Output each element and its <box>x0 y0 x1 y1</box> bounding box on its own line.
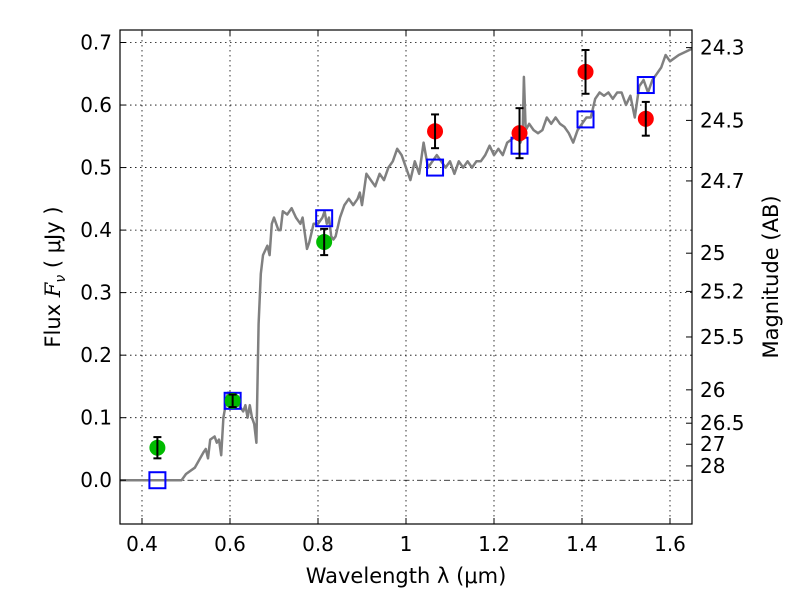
y2-tick-label: 26 <box>700 378 725 402</box>
y-tick-label: 0.0 <box>80 468 112 492</box>
y-tick-label: 0.4 <box>80 218 112 242</box>
y-tick-label: 0.2 <box>80 343 112 367</box>
x-tick-label: 0.8 <box>302 532 334 556</box>
spectrum-line <box>120 47 693 482</box>
x-tick-label: 1.6 <box>654 532 686 556</box>
y-tick-label: 0.1 <box>80 406 112 430</box>
plot-marks <box>120 47 693 490</box>
y-tick-label: 0.5 <box>80 156 112 180</box>
x-tick-label: 1 <box>400 532 413 556</box>
x-axis-label: Wavelength λ (μm) <box>306 564 507 588</box>
y2-tick-label: 28 <box>700 454 725 478</box>
x-tick-label: 1.2 <box>478 532 510 556</box>
y2-axis-label: Magnitude (AB) <box>759 195 783 358</box>
y-tick-label: 0.7 <box>80 31 112 55</box>
model-square-marker <box>315 209 334 228</box>
y2-tick-label: 24.3 <box>700 36 745 60</box>
y2-tick-label: 26.5 <box>700 411 745 435</box>
model-square-marker <box>426 158 445 177</box>
model-square-marker <box>576 110 595 129</box>
model-square-marker <box>636 76 655 95</box>
y2-tick-label: 25 <box>700 241 725 265</box>
y-axis-label: Flux Fν ( μJy ) <box>41 206 69 347</box>
y2-tick-label: 27 <box>700 432 725 456</box>
ticks: 0.4 0.6 0.8 1 1.2 1.4 1.6 0.0 0.1 0.2 0.3 0.4 0.5 0.6… <box>80 30 745 556</box>
model-square-marker <box>148 471 167 490</box>
y2-tick-label: 24.7 <box>700 169 745 193</box>
y-tick-label: 0.6 <box>80 93 112 117</box>
y2-tick-label: 25.5 <box>700 325 745 349</box>
x-tick-label: 0.4 <box>126 532 158 556</box>
y-tick-label: 0.3 <box>80 281 112 305</box>
x-tick-label: 1.4 <box>566 532 598 556</box>
y2-tick-label: 25.2 <box>700 279 745 303</box>
x-tick-label: 0.6 <box>214 532 246 556</box>
y2-tick-label: 24.5 <box>700 108 745 132</box>
